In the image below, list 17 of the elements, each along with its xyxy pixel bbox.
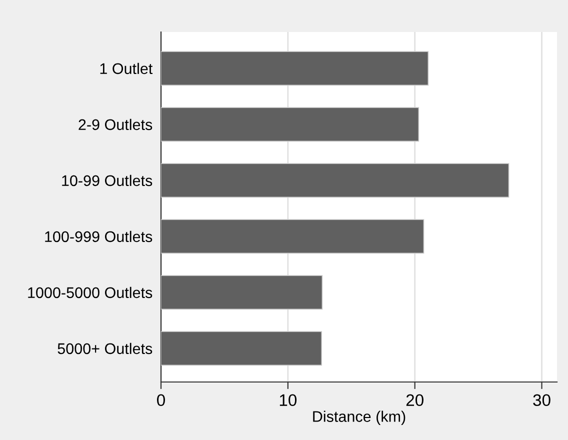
x-axis-title: Distance (km) (313, 410, 406, 425)
x-tick-label: 20 (406, 394, 424, 406)
bar (161, 51, 429, 86)
y-tick-label: 100-999 Outlets (45, 230, 152, 242)
bar (161, 219, 424, 254)
y-tick-label: 5000+ Outlets (58, 342, 152, 354)
bar (161, 331, 322, 366)
x-tick-label: 30 (533, 394, 550, 406)
y-tick-label: 2-9 Outlets (78, 118, 152, 130)
bar (161, 275, 323, 310)
y-tick-label: 10-99 Outlets (62, 174, 152, 186)
x-tick-label: 0 (157, 394, 165, 406)
bar (161, 107, 420, 142)
y-tick-label: 1 Outlet (100, 62, 153, 74)
bar (161, 163, 510, 198)
y-tick-label: 1000-5000 Outlets (28, 286, 152, 298)
x-tick-label: 10 (280, 394, 297, 406)
